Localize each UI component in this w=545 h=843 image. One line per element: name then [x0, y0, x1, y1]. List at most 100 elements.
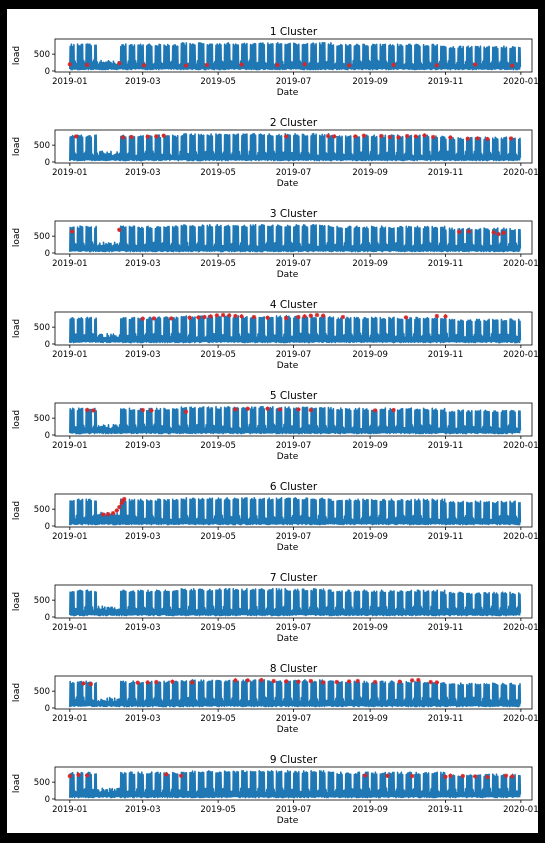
anomaly-marker — [448, 135, 453, 140]
x-tick-label: 2019-05 — [200, 532, 236, 542]
anomaly-marker — [233, 313, 238, 319]
y-tick-label: 500 — [34, 687, 50, 697]
x-tick-label: 2019-05 — [200, 350, 236, 360]
anomaly-marker — [227, 313, 232, 318]
anomaly-marker — [325, 133, 331, 139]
cluster-panel: 1 Cluster 0 500 2019-01 2019-03 2019-05 2019-0… — [12, 26, 538, 98]
anomaly-marker — [428, 679, 433, 685]
x-tick-label: 2019-03 — [125, 77, 161, 87]
anomaly-marker — [245, 678, 250, 683]
panel-title: 7 Cluster — [270, 572, 318, 584]
y-tick-label: 0 — [45, 613, 50, 623]
cluster-load-charts: 1 Cluster 0 500 2019-01 2019-03 2019-05 2019-0… — [12, 26, 538, 826]
y-axis-label: load — [12, 774, 22, 793]
anomaly-marker — [277, 407, 283, 412]
anomaly-marker — [202, 314, 207, 320]
anomaly-marker — [151, 316, 157, 321]
anomaly-marker — [403, 315, 409, 320]
load-series-line — [69, 132, 522, 162]
y-axis-label: load — [12, 592, 22, 611]
x-tick-label: 2019-09 — [352, 77, 388, 87]
anomaly-marker — [110, 510, 116, 516]
anomaly-marker — [100, 512, 106, 517]
anomaly-marker — [149, 408, 154, 413]
x-tick-label: 2019-01 — [52, 350, 88, 360]
x-tick-label: 2019-07 — [276, 805, 312, 815]
anomaly-marker — [296, 407, 301, 412]
anomaly-marker — [117, 227, 122, 232]
anomaly-marker — [346, 679, 352, 684]
anomaly-marker — [340, 314, 346, 320]
x-tick-label: 2019-09 — [352, 441, 388, 451]
anomaly-marker — [283, 315, 289, 321]
anomaly-marker — [508, 136, 514, 141]
x-tick-label: 2019-07 — [276, 77, 312, 87]
anomaly-marker — [275, 62, 280, 68]
anomaly-marker — [81, 681, 86, 686]
anomaly-marker — [434, 63, 440, 68]
anomaly-marker — [475, 136, 480, 141]
x-tick-label: 2019-01 — [52, 714, 88, 724]
anomaly-marker — [409, 678, 415, 683]
x-tick-label: 2019-09 — [352, 259, 388, 269]
anomaly-marker — [265, 406, 270, 411]
anomaly-marker — [346, 63, 352, 68]
anomaly-marker — [465, 136, 470, 141]
load-series-line — [69, 223, 522, 253]
y-tick-label: 500 — [34, 323, 50, 333]
anomaly-marker — [283, 134, 289, 139]
x-tick-label: 2019-11 — [428, 441, 464, 451]
x-tick-label: 2019-03 — [125, 350, 161, 360]
load-series-line — [69, 587, 522, 617]
anomaly-marker — [84, 773, 90, 778]
anomaly-marker — [397, 679, 402, 684]
panel-title: 6 Cluster — [270, 481, 318, 493]
x-tick-label: 2019-09 — [352, 168, 388, 178]
anomaly-marker — [251, 314, 257, 320]
y-tick-label: 500 — [34, 596, 50, 606]
anomaly-marker — [302, 314, 307, 319]
anomaly-marker — [214, 313, 220, 318]
x-tick-label: 2019-11 — [428, 805, 464, 815]
cluster-panel: 9 Cluster 0 500 2019-01 2019-03 2019-05 2019-0… — [12, 754, 538, 826]
x-tick-label: 2019-05 — [200, 259, 236, 269]
anomaly-marker — [170, 679, 175, 684]
x-axis-label: Date — [277, 452, 299, 462]
y-tick-label: 0 — [45, 704, 50, 714]
load-series-line — [69, 314, 522, 344]
anomaly-marker — [320, 313, 326, 318]
anomaly-marker — [501, 230, 506, 235]
cluster-panel: 5 Cluster 0 500 2019-01 2019-03 2019-05 2019-0… — [12, 390, 538, 462]
x-tick-label: 2019-05 — [200, 714, 236, 724]
anomaly-marker — [141, 63, 147, 68]
x-tick-label: 2019-05 — [200, 168, 236, 178]
x-tick-label: 2019-05 — [200, 77, 236, 87]
y-tick-label: 0 — [45, 340, 50, 350]
anomaly-marker — [416, 677, 421, 683]
anomaly-marker — [208, 314, 213, 319]
anomaly-marker — [314, 312, 320, 318]
anomaly-marker — [183, 409, 189, 414]
x-axis-label: Date — [277, 270, 299, 280]
cluster-panel: 7 Cluster 0 500 2019-01 2019-03 2019-05 2019-0… — [12, 572, 538, 644]
x-tick-label: 2019-01 — [52, 532, 88, 542]
x-tick-label: 2019-05 — [200, 623, 236, 633]
x-tick-label: 2019-03 — [125, 714, 161, 724]
x-tick-label: 2019-03 — [125, 805, 161, 815]
anomaly-marker — [379, 133, 384, 139]
x-tick-label: 2019-11 — [428, 623, 464, 633]
anomaly-marker — [510, 774, 515, 779]
load-series-line — [69, 769, 522, 799]
y-tick-label: 0 — [45, 67, 50, 77]
anomaly-marker — [117, 504, 122, 510]
anomaly-marker — [196, 315, 201, 320]
anomaly-marker — [265, 315, 270, 320]
y-tick-label: 0 — [45, 431, 50, 441]
x-tick-label: 2019-07 — [276, 259, 312, 269]
x-axis-label: Date — [277, 361, 299, 371]
y-axis-label: load — [12, 683, 22, 702]
anomaly-marker — [119, 500, 124, 506]
x-tick-label: 2019-03 — [125, 259, 161, 269]
anomaly-marker — [122, 496, 127, 502]
anomaly-marker — [154, 679, 159, 685]
